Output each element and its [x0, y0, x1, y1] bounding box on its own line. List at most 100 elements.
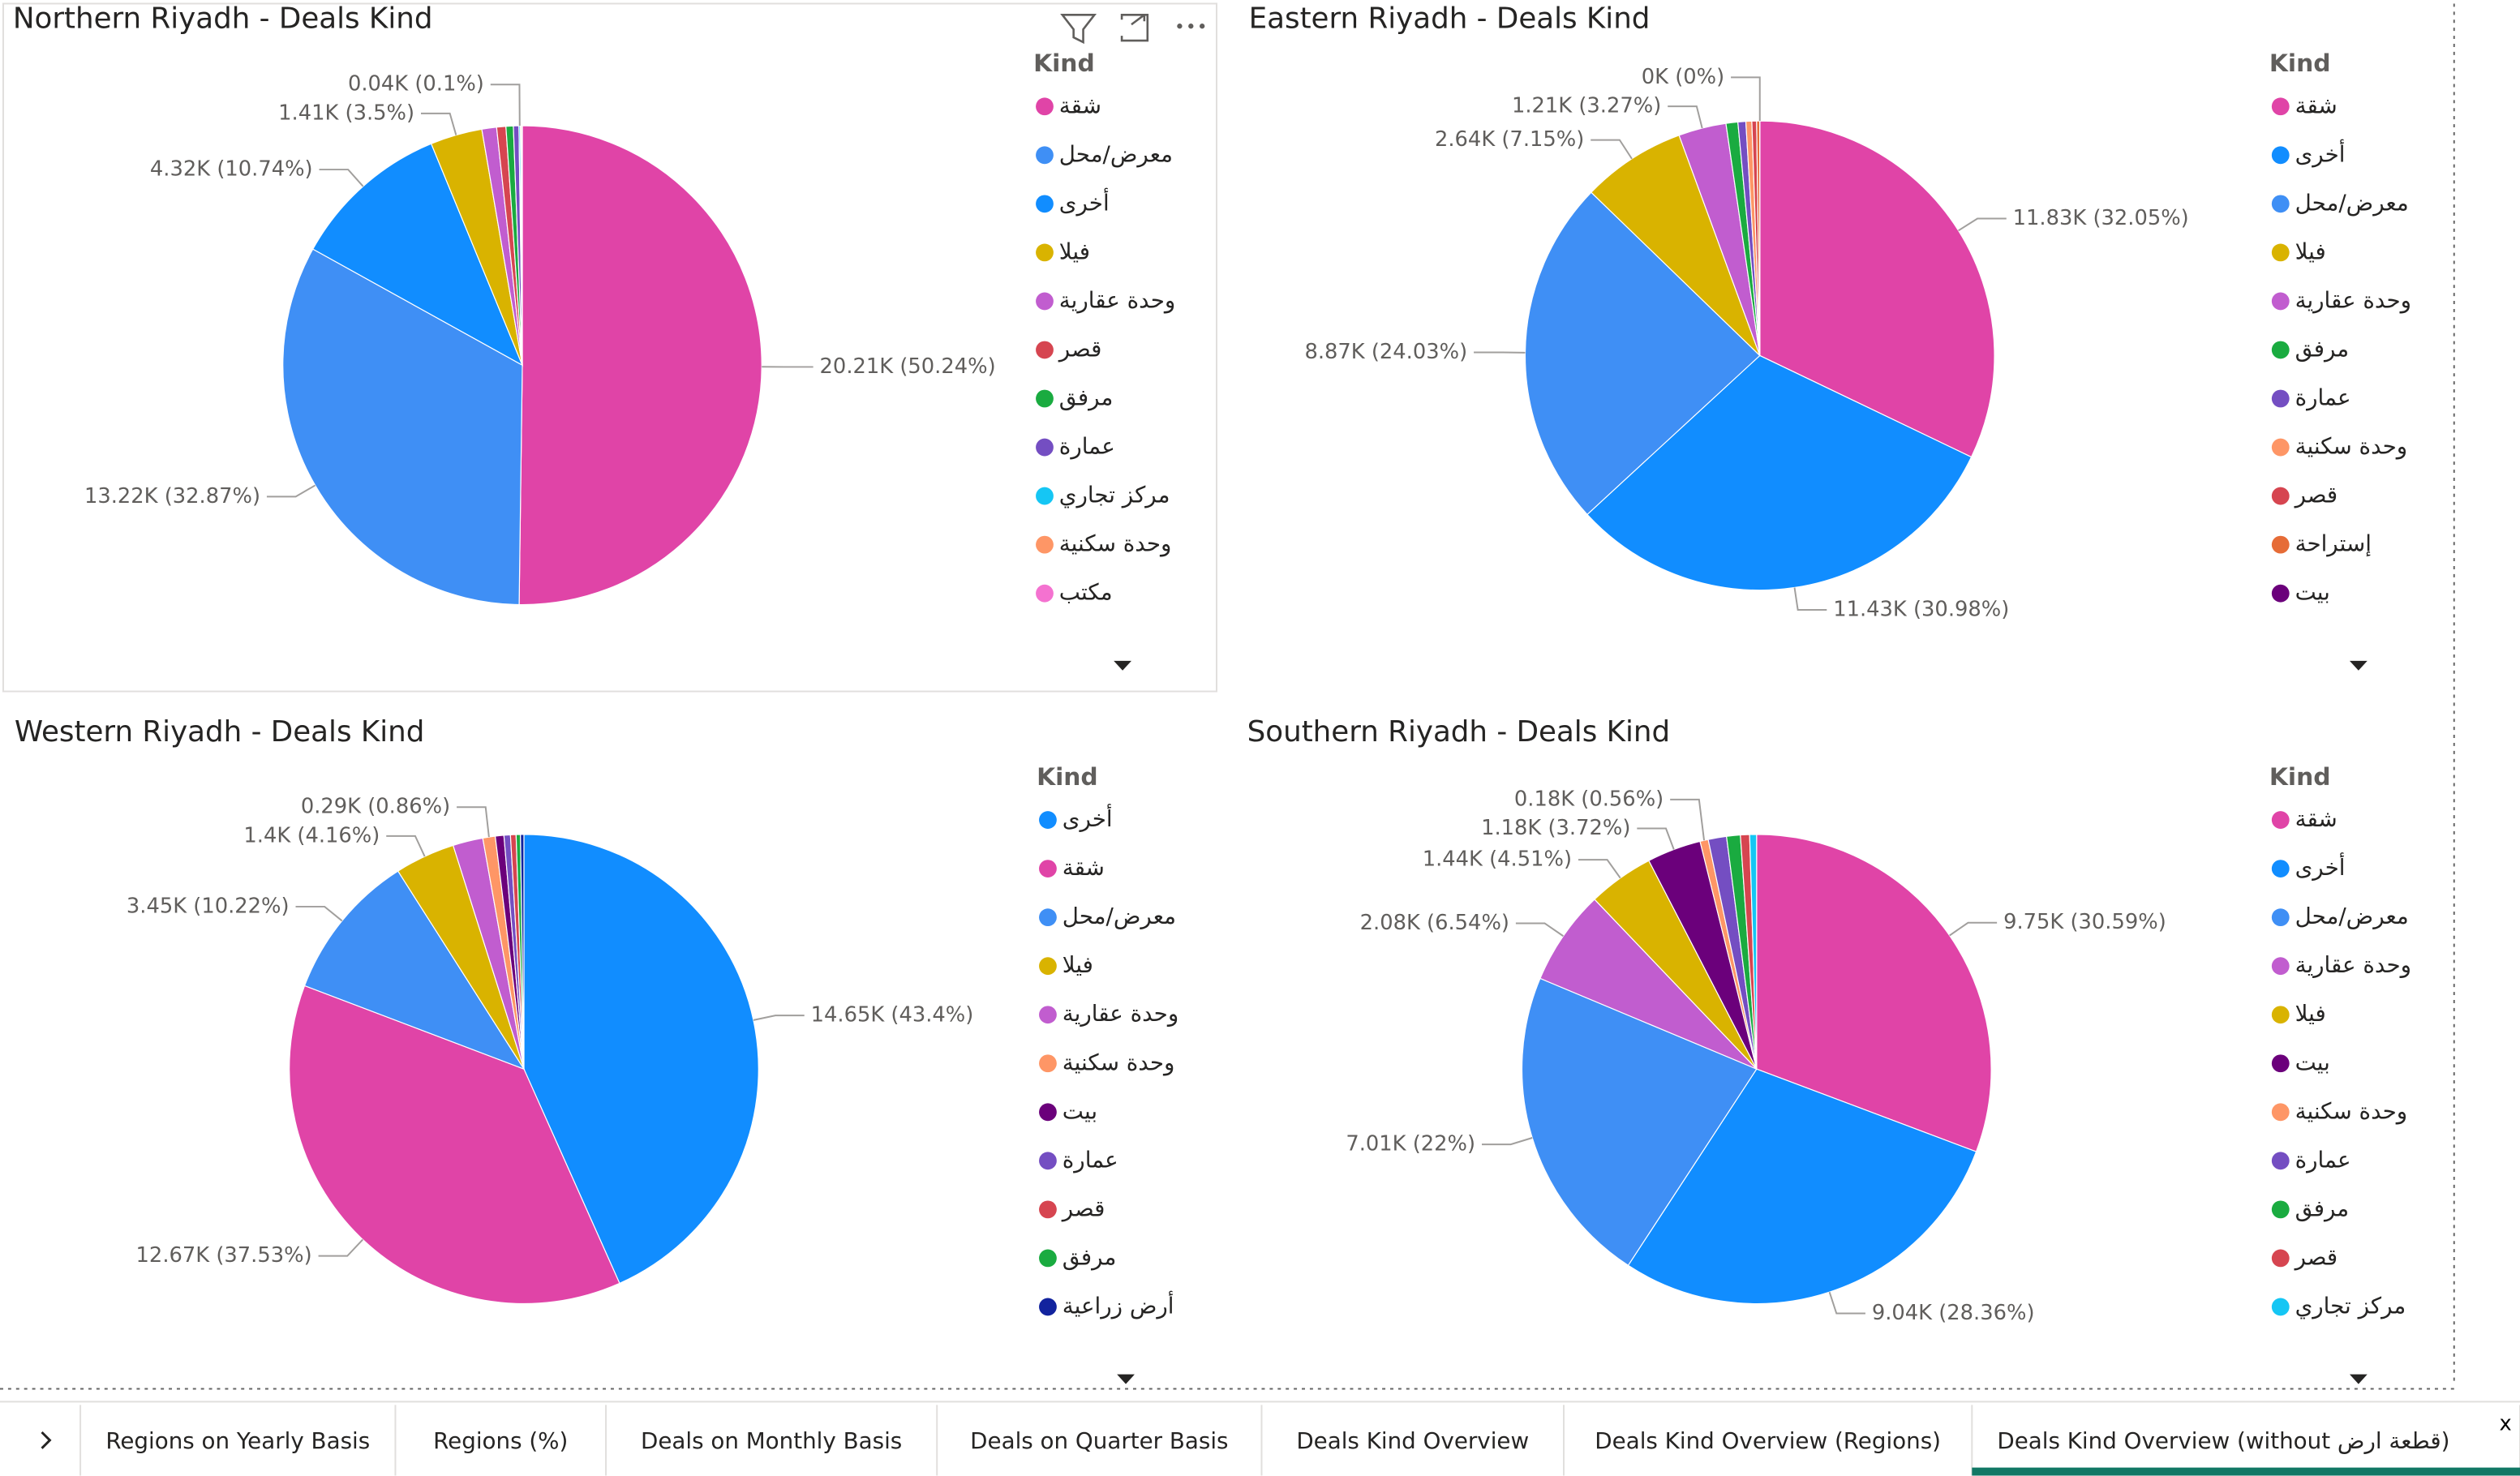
legend-item[interactable]: وحدة سكنية — [2295, 1097, 2408, 1124]
legend-item[interactable]: فيلا — [2295, 1000, 2326, 1027]
legend-item[interactable]: فيلا — [1059, 238, 1090, 264]
tab[interactable]: Deals Kind Overview (without قطعة ارض) — [1997, 1427, 2449, 1454]
legend-item[interactable]: وحدة سكنية — [1059, 530, 1172, 557]
legend-item[interactable]: بيت — [2295, 1049, 2330, 1075]
legend-item[interactable]: أخرى — [1059, 187, 1110, 216]
legend-marker[interactable] — [2271, 195, 2290, 213]
filter-icon[interactable] — [1060, 14, 1097, 45]
legend-item[interactable]: مكتب — [1059, 579, 1113, 606]
legend-marker[interactable] — [1036, 97, 1054, 116]
legend-item[interactable]: بيت — [2295, 579, 2330, 606]
legend-item[interactable]: معرض/محل — [2295, 903, 2409, 929]
legend-item[interactable]: وحدة سكنية — [1063, 1049, 1175, 1075]
legend-marker[interactable] — [1036, 487, 1054, 505]
legend-item[interactable]: عمارة — [2295, 384, 2351, 411]
dot[interactable] — [1199, 24, 1205, 29]
legend-marker[interactable] — [1036, 438, 1054, 457]
focus-icon[interactable] — [1120, 14, 1149, 42]
legend-marker[interactable] — [2271, 1200, 2290, 1219]
legend-marker[interactable] — [1039, 1006, 1057, 1024]
pie-slice[interactable] — [282, 248, 523, 606]
legend-marker[interactable] — [2271, 146, 2290, 165]
pie-slice[interactable] — [289, 985, 620, 1305]
close-button[interactable]: x — [2500, 1412, 2512, 1436]
legend-marker[interactable] — [2271, 341, 2290, 359]
legend-item[interactable]: معرض/محل — [2295, 189, 2409, 216]
visual-header[interactable] — [1060, 14, 1149, 45]
pie-slice[interactable] — [518, 125, 762, 606]
legend-item[interactable]: معرض/محل — [1059, 140, 1173, 167]
legend-marker[interactable] — [1036, 146, 1054, 165]
pie-slice[interactable] — [1586, 354, 1973, 591]
legend-item[interactable]: قصر — [2294, 1243, 2338, 1270]
legend-marker[interactable] — [1039, 811, 1057, 829]
legend-marker[interactable] — [2271, 584, 2290, 603]
legend-marker[interactable] — [1036, 584, 1054, 603]
legend-item[interactable]: عمارة — [1063, 1146, 1118, 1173]
tab[interactable]: Regions (%) — [433, 1427, 568, 1454]
legend-scroll[interactable] — [1117, 1374, 1135, 1384]
legend-marker[interactable] — [1039, 1249, 1057, 1268]
legend-marker[interactable] — [1039, 957, 1057, 976]
pie-slice[interactable] — [1627, 1068, 1977, 1305]
legend-marker[interactable] — [1039, 1200, 1057, 1219]
legend-item[interactable]: أخرى — [1063, 803, 1113, 832]
tab[interactable]: Regions on Yearly Basis — [105, 1427, 370, 1454]
legend-item[interactable]: عمارة — [1059, 433, 1115, 460]
legend-marker[interactable] — [1036, 535, 1054, 554]
legend-scroll[interactable] — [2349, 660, 2368, 671]
legend-marker[interactable] — [1039, 1152, 1057, 1170]
legend-marker[interactable] — [2271, 1152, 2290, 1170]
legend-marker[interactable] — [1039, 1054, 1057, 1073]
legend-item[interactable]: فيلا — [1063, 951, 1093, 978]
more-options[interactable] — [1177, 24, 1205, 29]
legend-item[interactable]: وحدة عقارية — [2295, 286, 2411, 313]
legend-marker[interactable] — [1039, 1298, 1057, 1316]
legend-item[interactable]: أرض زراعية — [1063, 1289, 1174, 1319]
legend-item[interactable]: شقة — [2295, 805, 2338, 832]
legend-item[interactable]: بيت — [1063, 1097, 1097, 1124]
pie-slice[interactable] — [1539, 899, 1758, 1070]
legend-scroll[interactable] — [2349, 1374, 2368, 1384]
legend-item[interactable]: إستراحة — [2295, 530, 2372, 557]
legend-marker[interactable] — [2271, 97, 2290, 116]
legend-marker[interactable] — [2271, 438, 2290, 457]
legend-marker[interactable] — [2271, 957, 2290, 976]
tab[interactable]: Deals Kind Overview (Regions) — [1595, 1427, 1941, 1454]
legend-item[interactable]: فيلا — [2295, 238, 2326, 264]
legend-item[interactable]: أخرى — [2295, 852, 2346, 881]
legend-item[interactable]: شقة — [2295, 92, 2338, 118]
legend-marker[interactable] — [1036, 341, 1054, 359]
legend-item[interactable]: مرفق — [1059, 384, 1114, 411]
legend-marker[interactable] — [2271, 860, 2290, 877]
tab[interactable]: Deals on Quarter Basis — [970, 1427, 1228, 1454]
legend-item[interactable]: مرفق — [2295, 335, 2350, 362]
dot[interactable] — [1177, 24, 1183, 29]
tab[interactable]: Deals Kind Overview — [1296, 1427, 1529, 1454]
legend-marker[interactable] — [1039, 1103, 1057, 1122]
pie-slice[interactable] — [1524, 191, 1761, 516]
legend-item[interactable]: عمارة — [2295, 1146, 2351, 1173]
legend-marker[interactable] — [2271, 811, 2290, 829]
legend-marker[interactable] — [2271, 487, 2290, 505]
legend-marker[interactable] — [2271, 243, 2290, 262]
legend-item[interactable]: مرفق — [1063, 1243, 1117, 1270]
legend-item[interactable]: مركز تجاري — [1059, 482, 1170, 508]
legend-marker[interactable] — [1039, 908, 1057, 927]
legend-item[interactable]: وحدة عقارية — [1063, 1000, 1178, 1027]
legend-marker[interactable] — [2271, 389, 2290, 408]
legend-item[interactable]: أخرى — [2295, 138, 2346, 167]
legend-item[interactable]: وحدة عقارية — [1059, 286, 1175, 313]
tab-scroll[interactable] — [41, 1431, 52, 1449]
legend-scroll[interactable] — [1114, 660, 1131, 671]
legend-marker[interactable] — [2271, 1298, 2290, 1316]
legend-item[interactable]: مركز تجاري — [2295, 1292, 2406, 1319]
legend-marker[interactable] — [2271, 1249, 2290, 1268]
legend-item[interactable]: مرفق — [2295, 1195, 2350, 1221]
legend-item[interactable]: قصر — [2294, 482, 2338, 508]
legend-item[interactable]: معرض/محل — [1063, 903, 1176, 929]
legend-marker[interactable] — [2271, 1054, 2290, 1073]
legend-marker[interactable] — [1036, 195, 1054, 213]
legend-marker[interactable] — [2271, 1006, 2290, 1024]
legend-item[interactable]: وحدة عقارية — [2295, 951, 2411, 978]
